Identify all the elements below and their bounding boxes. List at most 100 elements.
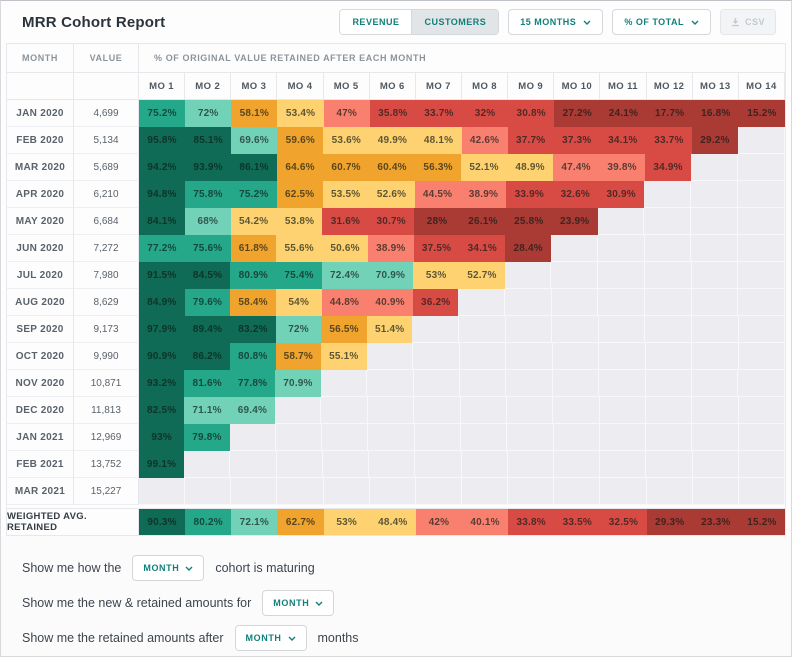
heatmap-cell[interactable]: 30.9% — [598, 181, 645, 208]
heatmap-cell[interactable]: 83.2% — [230, 316, 276, 343]
heatmap-cell[interactable]: 93% — [139, 424, 185, 451]
heatmap-cell[interactable]: 24.1% — [600, 100, 647, 127]
heatmap-cell[interactable]: 58.1% — [231, 100, 278, 127]
heatmap-cell[interactable]: 80.9% — [230, 262, 277, 289]
heatmap-cell[interactable]: 72.1% — [231, 509, 278, 535]
month-select-dropdown[interactable]: MONTH — [234, 625, 307, 651]
heatmap-cell[interactable]: 77.2% — [139, 235, 185, 262]
heatmap-cell[interactable]: 80.8% — [230, 343, 276, 370]
heatmap-cell[interactable]: 95.8% — [139, 127, 186, 154]
heatmap-cell[interactable]: 53.4% — [277, 100, 324, 127]
heatmap-cell[interactable]: 32.6% — [552, 181, 599, 208]
month-select-dropdown[interactable]: MONTH — [262, 590, 335, 616]
heatmap-cell[interactable]: 56.5% — [321, 316, 367, 343]
heatmap-cell[interactable]: 23.3% — [692, 509, 739, 535]
heatmap-cell[interactable]: 75.4% — [276, 262, 322, 289]
heatmap-cell[interactable]: 37.3% — [553, 127, 600, 154]
heatmap-cell[interactable]: 44.8% — [321, 289, 368, 316]
heatmap-cell[interactable]: 69.4% — [229, 397, 276, 424]
heatmap-cell[interactable]: 77.8% — [229, 370, 276, 397]
heatmap-cell[interactable]: 84.9% — [139, 289, 185, 316]
heatmap-cell[interactable]: 90.9% — [139, 343, 185, 370]
heatmap-cell[interactable]: 52.6% — [368, 181, 415, 208]
heatmap-cell[interactable]: 23.9% — [551, 208, 598, 235]
heatmap-cell[interactable]: 71.1% — [184, 397, 230, 424]
heatmap-cell[interactable]: 34.1% — [599, 127, 646, 154]
heatmap-cell[interactable]: 61.8% — [230, 235, 277, 262]
heatmap-cell[interactable]: 16.8% — [692, 100, 739, 127]
heatmap-cell[interactable]: 37.5% — [413, 235, 460, 262]
heatmap-cell[interactable]: 72% — [185, 100, 232, 127]
heatmap-cell[interactable]: 79.6% — [184, 289, 231, 316]
heatmap-cell[interactable]: 53.5% — [322, 181, 369, 208]
heatmap-cell[interactable]: 47% — [323, 100, 370, 127]
heatmap-cell[interactable]: 75.8% — [184, 181, 231, 208]
heatmap-cell[interactable]: 28% — [414, 208, 461, 235]
heatmap-cell[interactable]: 89.4% — [184, 316, 231, 343]
heatmap-cell[interactable]: 85.1% — [185, 127, 232, 154]
heatmap-cell[interactable]: 40.9% — [367, 289, 413, 316]
heatmap-cell[interactable]: 51.4% — [366, 316, 413, 343]
heatmap-cell[interactable]: 33.9% — [506, 181, 553, 208]
heatmap-cell[interactable]: 84.1% — [139, 208, 185, 235]
heatmap-cell[interactable]: 75.2% — [230, 181, 277, 208]
heatmap-cell[interactable]: 25.8% — [505, 208, 552, 235]
heatmap-cell[interactable]: 58.4% — [230, 289, 276, 316]
heatmap-cell[interactable]: 36.2% — [412, 289, 459, 316]
heatmap-cell[interactable]: 60.7% — [323, 154, 369, 181]
heatmap-cell[interactable]: 75.2% — [139, 100, 186, 127]
heatmap-cell[interactable]: 42.6% — [461, 127, 508, 154]
heatmap-cell[interactable]: 90.3% — [139, 509, 186, 535]
heatmap-cell[interactable]: 72% — [275, 316, 322, 343]
heatmap-cell[interactable]: 44.5% — [414, 181, 461, 208]
heatmap-cell[interactable]: 54.2% — [230, 208, 277, 235]
heatmap-cell[interactable]: 29.3% — [646, 509, 693, 535]
heatmap-cell[interactable]: 33.7% — [645, 127, 692, 154]
heatmap-cell[interactable]: 62.5% — [276, 181, 323, 208]
heatmap-cell[interactable]: 53% — [413, 262, 460, 289]
heatmap-cell[interactable]: 31.6% — [322, 208, 369, 235]
heatmap-cell[interactable]: 54% — [275, 289, 322, 316]
heatmap-cell[interactable]: 29.2% — [691, 127, 739, 154]
csv-export-button[interactable]: CSV — [719, 9, 776, 35]
heatmap-cell[interactable]: 82.5% — [139, 397, 185, 424]
heatmap-cell[interactable]: 42% — [415, 509, 462, 535]
heatmap-cell[interactable]: 33.7% — [415, 100, 462, 127]
heatmap-cell[interactable]: 30.7% — [368, 208, 415, 235]
heatmap-cell[interactable]: 52.1% — [461, 154, 507, 181]
heatmap-cell[interactable]: 15.2% — [738, 100, 785, 127]
heatmap-cell[interactable]: 55.1% — [321, 343, 367, 370]
heatmap-cell[interactable]: 75.6% — [184, 235, 231, 262]
heatmap-cell[interactable]: 32.5% — [600, 509, 647, 535]
heatmap-cell[interactable]: 62.7% — [277, 509, 324, 535]
heatmap-cell[interactable]: 52.7% — [459, 262, 505, 289]
heatmap-cell[interactable]: 99.1% — [139, 451, 185, 478]
heatmap-cell[interactable]: 33.5% — [554, 509, 601, 535]
heatmap-cell[interactable]: 27.2% — [554, 100, 601, 127]
heatmap-cell[interactable]: 48.4% — [369, 509, 416, 535]
heatmap-cell[interactable]: 37.7% — [507, 127, 554, 154]
customers-toggle-button[interactable]: CUSTOMERS — [411, 10, 499, 34]
heatmap-cell[interactable]: 94.2% — [139, 154, 185, 181]
heatmap-cell[interactable]: 34.9% — [645, 154, 691, 181]
heatmap-cell[interactable]: 68% — [184, 208, 231, 235]
heatmap-cell[interactable]: 47.4% — [553, 154, 599, 181]
heatmap-cell[interactable]: 48.1% — [415, 127, 462, 154]
heatmap-cell[interactable]: 40.1% — [461, 509, 509, 535]
heatmap-cell[interactable]: 53% — [323, 509, 370, 535]
month-select-dropdown[interactable]: MONTH — [132, 555, 205, 581]
heatmap-cell[interactable]: 32% — [461, 100, 509, 127]
heatmap-cell[interactable]: 93.2% — [139, 370, 185, 397]
heatmap-cell[interactable]: 50.6% — [322, 235, 368, 262]
heatmap-cell[interactable]: 86.2% — [184, 343, 230, 370]
revenue-toggle-button[interactable]: REVENUE — [340, 10, 412, 34]
heatmap-cell[interactable]: 94.8% — [139, 181, 185, 208]
heatmap-cell[interactable]: 56.3% — [415, 154, 461, 181]
heatmap-cell[interactable]: 38.9% — [460, 181, 507, 208]
heatmap-cell[interactable]: 58.7% — [275, 343, 321, 370]
heatmap-cell[interactable]: 60.4% — [369, 154, 415, 181]
heatmap-cell[interactable]: 55.6% — [276, 235, 323, 262]
heatmap-cell[interactable]: 97.9% — [139, 316, 185, 343]
heatmap-cell[interactable]: 70.9% — [275, 370, 321, 397]
heatmap-cell[interactable]: 15.2% — [738, 509, 785, 535]
